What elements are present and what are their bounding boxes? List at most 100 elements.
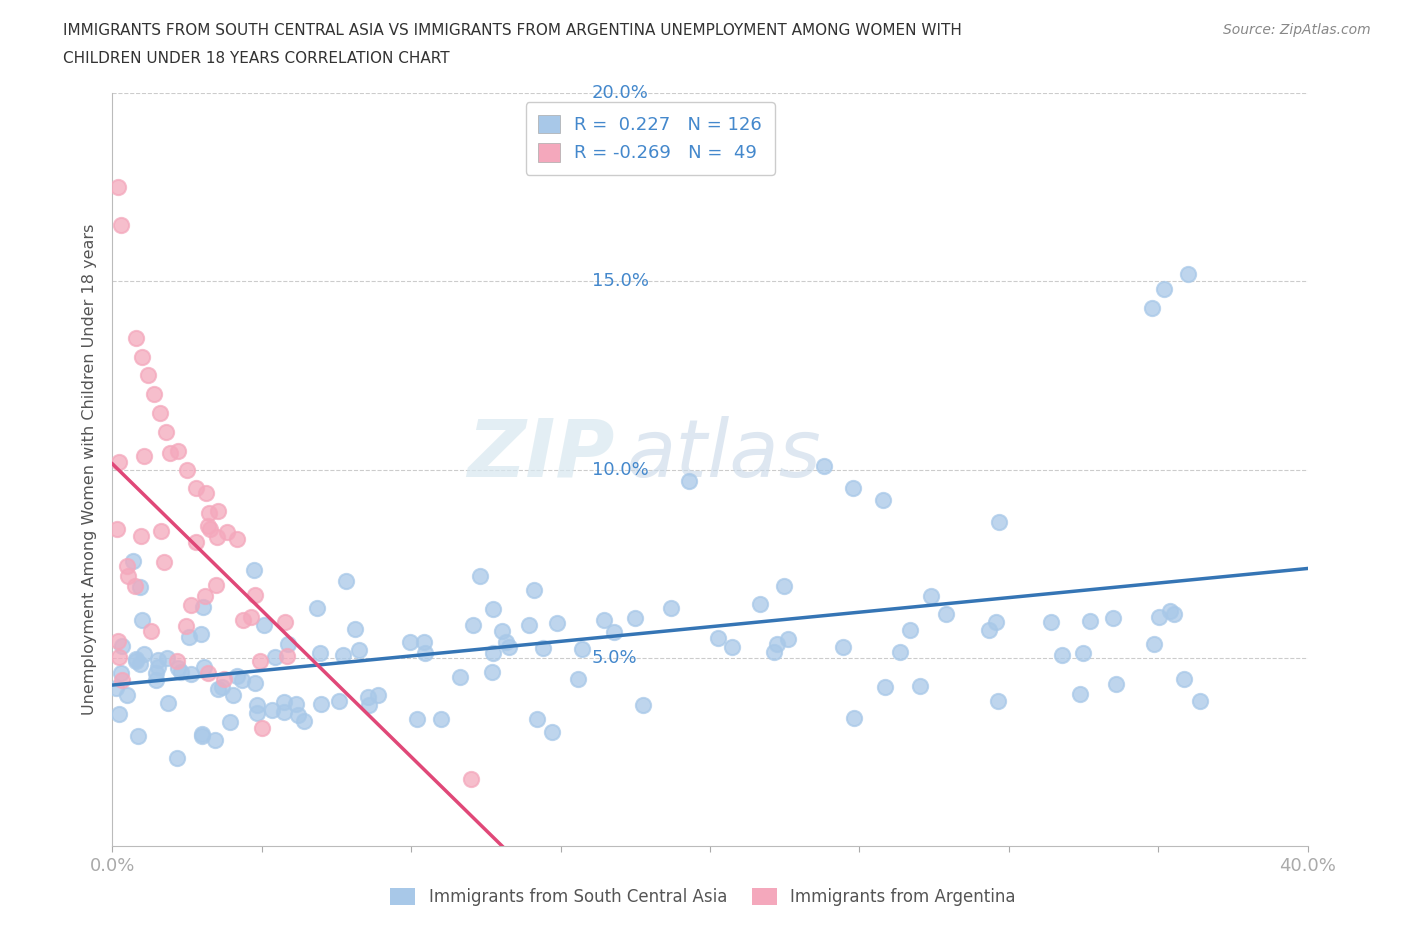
Point [146,653,169,668]
Point [707,631,730,645]
Point [491,624,513,639]
Point [1105,676,1128,691]
Text: 15.0%: 15.0% [592,272,648,290]
Point [1073,645,1095,660]
Point [309,697,332,711]
Point [875,680,897,695]
Point [205,530,228,545]
Point [194,588,217,603]
Point [128,657,150,671]
Point [292,713,315,728]
Point [159,445,181,460]
Point [211,680,233,695]
Point [765,637,787,652]
Point [232,613,254,628]
Point [243,676,266,691]
Point [935,607,957,622]
Point [1039,614,1062,629]
Point [117,568,139,583]
Point [167,660,190,675]
Point [222,687,245,702]
Point [179,630,201,644]
Point [146,659,169,674]
Point [215,525,238,539]
Point [108,707,131,722]
Point [111,639,134,654]
Point [186,481,208,496]
Point [347,643,370,658]
Point [1050,647,1073,662]
Point [571,641,593,656]
Point [138,368,160,383]
Point [150,524,173,538]
Point [872,492,894,507]
Point [166,751,188,765]
Point [273,695,295,710]
Point [593,613,616,628]
Point [526,711,548,726]
Point [623,610,645,625]
Point [107,179,129,194]
Point [328,694,350,709]
Point [277,636,299,651]
Point [309,645,332,660]
Point [205,578,228,592]
Point [180,598,202,613]
Point [243,588,266,603]
Point [468,568,491,583]
Point [180,667,202,682]
Point [481,602,503,617]
Point [461,618,484,632]
Point [226,531,249,546]
Point [190,627,212,642]
Point [110,665,132,680]
Point [174,618,197,633]
Point [262,702,284,717]
Point [449,670,471,684]
Point [153,554,176,569]
Point [495,634,517,649]
Point [908,678,931,693]
Point [274,615,297,630]
Point [212,671,235,686]
Point [129,528,152,543]
Point [567,671,589,686]
Point [184,535,207,550]
Point [273,704,295,719]
Point [844,711,866,725]
Point [149,405,172,420]
Point [246,698,269,712]
Point [522,582,544,597]
Point [134,646,156,661]
Point [122,553,145,568]
Point [406,711,429,726]
Text: atlas: atlas [627,416,821,494]
Point [156,650,179,665]
Point [546,616,568,631]
Point [249,654,271,669]
Point [231,672,253,687]
Point [108,650,131,665]
Point [1188,694,1211,709]
Point [128,579,150,594]
Point [678,473,700,488]
Point [218,715,240,730]
Point [842,481,865,496]
Point [127,728,149,743]
Point [197,666,219,681]
Point [631,698,654,712]
Legend: Immigrants from South Central Asia, Immigrants from Argentina: Immigrants from South Central Asia, Immi… [384,881,1022,912]
Point [115,688,138,703]
Point [124,578,146,593]
Point [357,690,380,705]
Point [1142,300,1164,315]
Point [1143,636,1166,651]
Point [131,349,153,364]
Point [531,640,554,655]
Point [889,644,911,659]
Point [1159,604,1181,618]
Point [540,724,562,739]
Point [115,558,138,573]
Point [155,424,177,440]
Point [987,514,1010,529]
